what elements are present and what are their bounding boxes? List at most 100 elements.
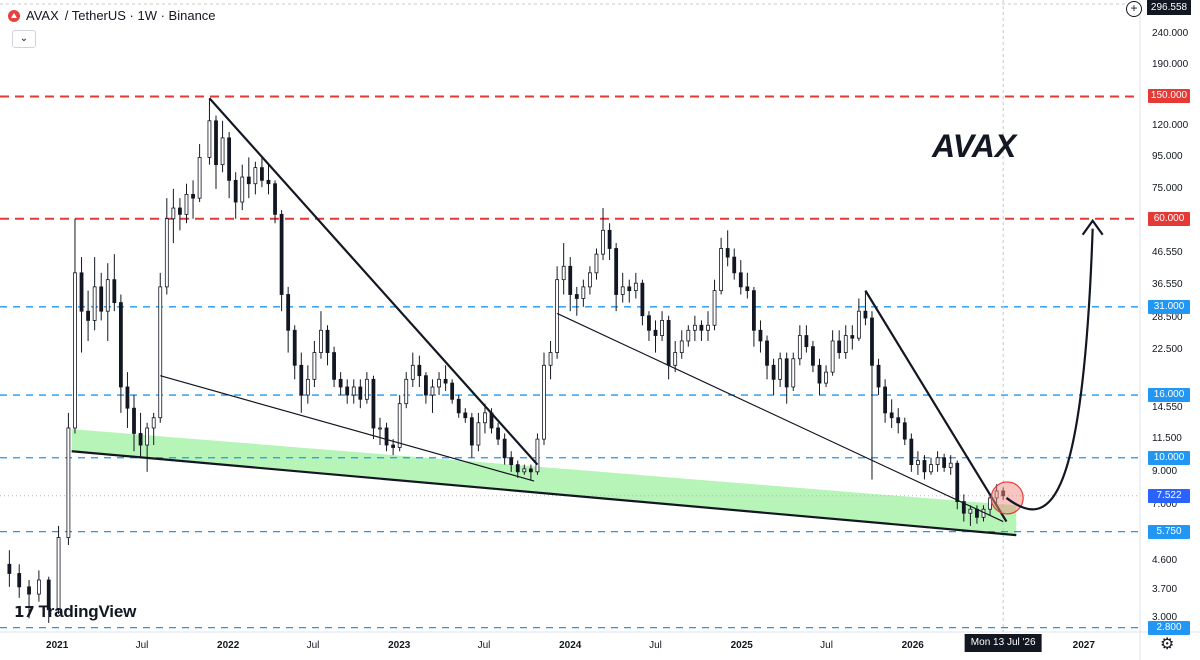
- candle-body: [961, 501, 966, 514]
- y-tick-label: 22.500: [1152, 343, 1183, 355]
- candle-body: [633, 282, 638, 292]
- candle-body: [666, 320, 671, 366]
- y-tick-label: 120.000: [1152, 120, 1189, 132]
- trendline-support-2021: [160, 375, 535, 482]
- candle-body: [614, 248, 619, 295]
- candle-body: [607, 229, 612, 249]
- accumulation-zone: [71, 429, 1017, 536]
- candle-body: [929, 464, 933, 473]
- candle-body: [145, 427, 150, 446]
- candle-body: [791, 358, 796, 388]
- candle-body: [151, 417, 156, 429]
- candle-body: [706, 324, 710, 331]
- y-tick-label: 11.500: [1152, 433, 1182, 445]
- price-level-label: 16.000: [1148, 388, 1190, 403]
- x-tick-label: 2026: [901, 640, 924, 651]
- candle-body: [515, 464, 520, 473]
- price-level-label: 10.000: [1148, 450, 1190, 465]
- candle-body: [561, 265, 566, 281]
- candle-body: [948, 462, 953, 468]
- y-tick-label: 9.000: [1152, 465, 1178, 477]
- tradingview-brand: 𝟭𝟳 TradingView: [14, 602, 136, 622]
- candle-body: [286, 294, 291, 331]
- candle-body: [253, 167, 258, 185]
- candle-body: [191, 193, 195, 199]
- candle-body: [542, 364, 546, 440]
- candle-body: [686, 329, 691, 342]
- candle-body: [876, 364, 881, 388]
- candle-body: [138, 433, 143, 446]
- chart-header: AVAX / TetherUS · 1W · Binance: [8, 8, 216, 23]
- candle-body: [738, 272, 743, 288]
- candle-body: [850, 335, 855, 339]
- candle-body: [719, 248, 724, 292]
- candle-body: [246, 176, 251, 185]
- candle-body: [745, 286, 750, 292]
- candle-body: [391, 444, 396, 448]
- y-tick-label: 95.000: [1152, 151, 1183, 163]
- candle-body: [856, 310, 861, 339]
- candle-body: [86, 310, 90, 321]
- candle-body: [273, 183, 277, 215]
- candle-body: [99, 286, 104, 312]
- candle-body: [332, 352, 336, 380]
- candle-body: [555, 279, 560, 353]
- candle-body: [522, 468, 527, 473]
- y-tick-label: 36.550: [1152, 278, 1183, 290]
- x-tick-label: 2021: [46, 640, 69, 651]
- candle-body: [627, 286, 632, 292]
- candle-body: [164, 218, 169, 288]
- candle-body: [112, 279, 117, 303]
- candle-body: [207, 120, 212, 158]
- candle-body: [456, 398, 461, 414]
- candle-body: [889, 412, 894, 419]
- add-alert-plus-icon[interactable]: +: [1126, 1, 1142, 17]
- chevron-down-icon[interactable]: ⌄: [12, 30, 36, 48]
- projection-arrow: [1005, 228, 1094, 511]
- current-price-label: 7.522: [1148, 488, 1190, 503]
- candle-body: [118, 302, 123, 388]
- y-tick-label: 190.000: [1152, 58, 1189, 70]
- candle-body: [17, 573, 22, 588]
- trendline-support-base: [71, 450, 1017, 537]
- symbol-name[interactable]: AVAX: [26, 8, 59, 23]
- candle-body: [778, 358, 783, 380]
- annotation-text: AVAX: [932, 128, 1017, 164]
- gear-icon[interactable]: ⚙: [1160, 636, 1175, 653]
- candle-body: [955, 462, 960, 502]
- candle-body: [870, 317, 874, 366]
- y-tick-label: 4.600: [1152, 555, 1178, 567]
- candle-body: [935, 457, 940, 466]
- candle-body: [824, 371, 828, 384]
- price-level-label: 60.000: [1148, 211, 1190, 226]
- candle-body: [463, 412, 468, 419]
- candle-body: [732, 256, 737, 274]
- candle-body: [79, 272, 84, 312]
- x-tick-label: Jul: [649, 640, 662, 651]
- candle-body: [496, 427, 500, 440]
- candle-body: [227, 137, 232, 181]
- candle-body: [843, 335, 848, 353]
- candle-body: [653, 329, 658, 336]
- candle-body: [502, 438, 507, 459]
- candle-body: [942, 457, 947, 468]
- y-tick-label: 3.000: [1152, 612, 1178, 624]
- candle-body: [483, 412, 487, 424]
- x-tick-label: 2025: [730, 640, 753, 651]
- candle-body: [319, 329, 323, 353]
- x-tick-label: 2023: [388, 640, 411, 651]
- candle-body: [896, 417, 901, 424]
- candle-body: [214, 120, 218, 166]
- candle-body: [184, 193, 189, 215]
- candle-body: [105, 279, 110, 312]
- candle-body: [450, 382, 455, 400]
- candle-body: [535, 438, 540, 473]
- candle-body: [725, 248, 730, 258]
- candle-body: [817, 364, 822, 384]
- candle-body: [476, 422, 481, 446]
- candle-body: [384, 427, 389, 446]
- candle-body: [883, 386, 888, 414]
- candle-body: [233, 179, 238, 203]
- candle-body: [417, 364, 422, 377]
